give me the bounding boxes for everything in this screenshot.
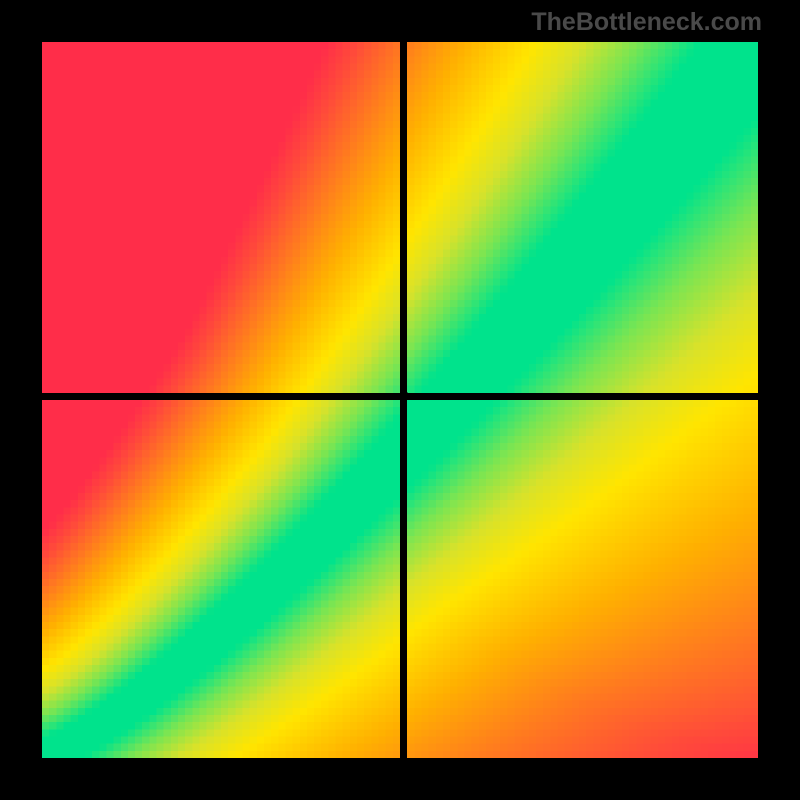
watermark-text: TheBottleneck.com (531, 8, 762, 37)
crosshair-marker (399, 391, 409, 401)
